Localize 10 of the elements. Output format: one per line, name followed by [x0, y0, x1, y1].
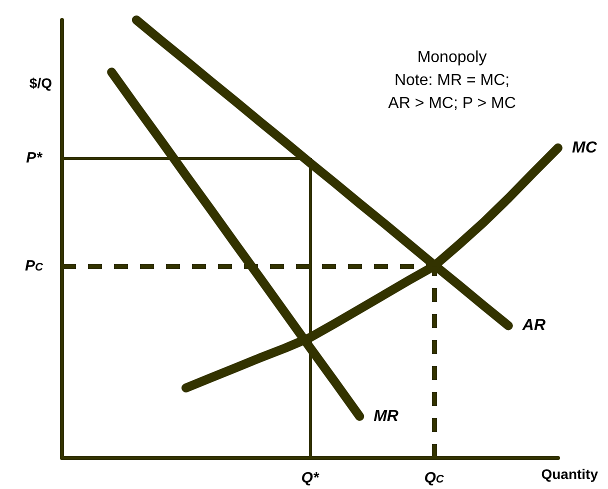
series-label: AR	[521, 317, 546, 334]
x-axis-title: Quantity	[541, 466, 598, 482]
series-label: MC	[572, 139, 598, 156]
ref-line-label: P*	[26, 149, 44, 166]
x-tick-label: QC	[424, 470, 445, 486]
y-axis-title: $/Q	[29, 75, 52, 91]
annotation: Monopoly Note: MR = MC; AR > MC; P > MC	[388, 49, 516, 112]
ref-line-label: PC	[25, 258, 44, 275]
series-label: MR	[374, 408, 399, 425]
x-tick-label: Q*	[301, 470, 320, 486]
